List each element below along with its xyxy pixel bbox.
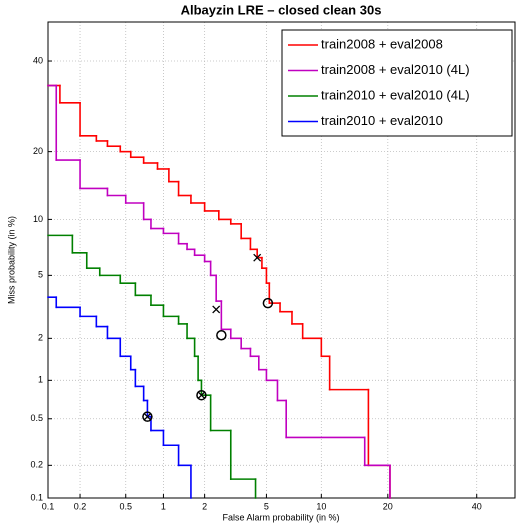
y-tick-label: 5 [38, 270, 43, 280]
circle-marker [142, 411, 153, 422]
det-curve [47, 84, 391, 499]
cross-marker [143, 412, 152, 421]
circle-marker [216, 329, 227, 341]
x-tick-label: 10 [316, 501, 326, 511]
y-tick-label: 10 [33, 214, 43, 224]
circle-marker [196, 389, 207, 401]
cross-marker [197, 391, 206, 400]
y-tick-label: 0.5 [30, 413, 43, 423]
y-tick-label: 1 [38, 375, 43, 385]
det-curve [47, 234, 257, 499]
y-axis-label: Miss probability (in %) [6, 216, 16, 304]
legend: train2008 + eval2008 train2008 + eval2010… [281, 29, 513, 137]
x-tick-label: 0.1 [42, 501, 55, 511]
x-tick-label: 1 [161, 501, 166, 511]
x-tick-label: 0.5 [119, 501, 132, 511]
y-tick-label: 2 [38, 333, 43, 343]
legend-label: train2010 + eval2010 [321, 113, 443, 128]
x-tick-label: 20 [383, 501, 393, 511]
plot-frame [47, 21, 516, 499]
legend-box [281, 29, 513, 137]
det-curve [47, 84, 391, 499]
circle-marker [262, 297, 274, 309]
cross-marker [253, 253, 262, 262]
y-tick-label: 0.2 [30, 460, 43, 470]
legend-label: train2008 + eval2010 (4L) [321, 62, 470, 77]
y-tick-label: 40 [33, 55, 43, 65]
legend-label: train2008 + eval2008 [321, 36, 443, 51]
x-tick-label: 5 [264, 501, 269, 511]
cross-marker [212, 305, 221, 314]
legend-label: train2010 + eval2010 (4L) [321, 87, 470, 102]
x-tick-label: 0.2 [74, 501, 87, 511]
y-tick-label: 20 [33, 146, 43, 156]
chart-title: Albayzin LRE – closed clean 30s [181, 2, 382, 17]
x-tick-label: 2 [202, 501, 207, 511]
x-axis-label: False Alarm probability (in %) [222, 512, 339, 522]
det-curve [47, 296, 192, 499]
x-tick-label: 40 [472, 501, 482, 511]
y-tick-label: 0.1 [30, 492, 43, 502]
